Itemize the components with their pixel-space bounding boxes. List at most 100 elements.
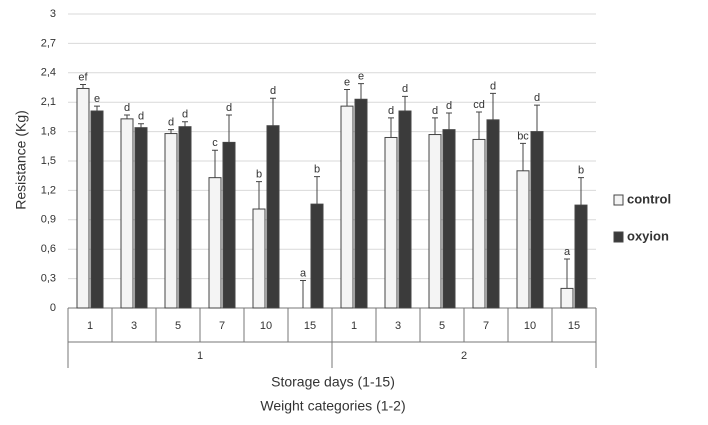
bar [516,170,530,309]
error-bar [344,88,350,107]
y-tick-label: 2,4 [41,67,56,79]
significance-letter: d [534,92,540,104]
significance-letter: ef [78,71,88,83]
y-tick-label: 2,1 [41,96,56,108]
legend-label: control [627,191,671,206]
bar [208,177,222,309]
bar [76,87,90,309]
bar [560,287,574,309]
significance-letter: c [212,137,218,149]
bar [266,125,280,309]
legend-swatch [613,231,624,243]
significance-letter: cd [473,99,485,111]
error-bar [80,84,86,89]
bar [574,204,588,309]
error-bar [358,83,364,100]
significance-letter: d [168,117,174,129]
significance-letter: b [578,165,584,177]
x-tick-label: 3 [131,320,137,332]
group-label: 1 [197,350,203,362]
significance-letter: b [314,164,320,176]
bar [90,110,104,309]
legend-swatch [613,194,624,206]
error-bar [388,117,394,138]
significance-letter: d [270,85,276,97]
significance-letter: b [256,168,262,180]
bar [134,127,148,309]
error-bar [402,95,408,112]
error-bar [534,104,540,132]
error-bar [168,129,174,134]
legend-label: oxyion [627,228,669,243]
y-tick-label: 0,3 [41,273,56,285]
bar [530,131,544,309]
significance-letter: e [358,70,364,82]
error-bar [520,142,526,171]
y-tick-label: 2,7 [41,37,56,49]
bar [252,208,266,309]
error-bar [256,181,262,210]
error-bar [124,114,130,119]
y-tick-label: 1,5 [41,155,56,167]
bar [310,203,324,309]
bar [428,134,442,309]
bar [354,98,368,309]
error-bar [270,97,276,126]
significance-letter: d [446,100,452,112]
x-tick-label: 5 [439,320,445,332]
x-tick-label: 3 [395,320,401,332]
bar [340,105,354,309]
bar [384,136,398,309]
x-tick-label: 15 [304,320,316,332]
x-tick-label: 7 [483,320,489,332]
bar [486,119,500,309]
error-bar [300,280,306,308]
error-bar [476,111,482,140]
y-axis-label: Resistance (Kg) [13,110,29,210]
error-bar [182,121,188,127]
error-bar [432,117,438,135]
significance-letter: e [94,93,100,105]
y-tick-label: 1,2 [41,184,56,196]
significance-letter: d [490,80,496,92]
bar [472,138,486,309]
y-tick-label: 0,9 [41,214,56,226]
x-axis-label: Weight categories (1-2) [260,398,405,414]
bar [178,126,192,309]
error-bar [578,177,584,206]
x-tick-label: 10 [524,320,536,332]
significance-letter: d [124,102,130,114]
significance-letter: d [388,105,394,117]
x-tick-label: 15 [568,320,580,332]
significance-letter: e [344,76,350,88]
bar [120,118,134,309]
x-tick-label: 1 [351,320,357,332]
x-tick-label: 1 [87,320,93,332]
x-tick-label: 10 [260,320,272,332]
x-tick-label: 5 [175,320,181,332]
significance-letter: d [138,111,144,123]
significance-letter: d [226,102,232,114]
significance-letter: a [564,246,571,258]
error-bar [314,176,320,205]
significance-letter: d [402,83,408,95]
x-tick-label: 7 [219,320,225,332]
y-tick-label: 0,6 [41,243,56,255]
y-tick-label: 1,8 [41,126,56,138]
significance-letter: d [432,105,438,117]
significance-letter: bc [517,130,529,142]
error-bar [490,92,496,120]
x-axis-label: Storage days (1-15) [271,374,395,390]
group-label: 2 [461,350,467,362]
error-bar [212,149,218,178]
y-tick-label: 3 [50,8,56,20]
bar [442,129,456,309]
bar [164,133,178,309]
bar [222,141,236,309]
error-bar [138,123,144,128]
error-bar [226,114,232,143]
significance-letter: d [182,109,188,121]
error-bar [94,105,100,112]
y-tick-label: 0 [50,302,56,314]
